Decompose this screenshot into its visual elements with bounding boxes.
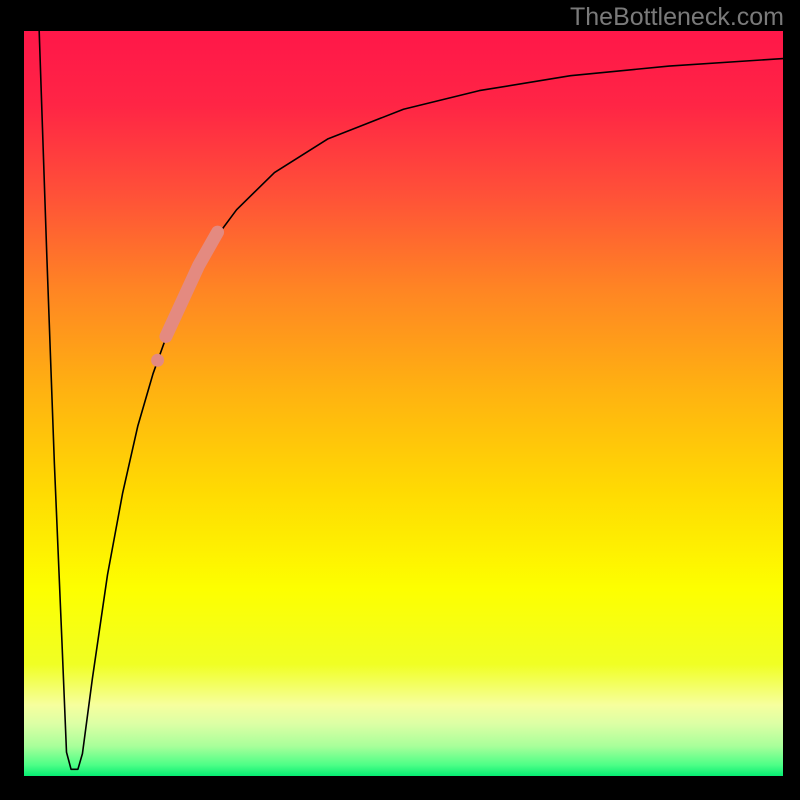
highlight-dot — [151, 354, 164, 367]
watermark-text: TheBottleneck.com — [570, 3, 784, 32]
chart-root: TheBottleneck.com — [0, 0, 800, 800]
chart-background-gradient — [24, 31, 783, 776]
bottleneck-curve-chart — [0, 0, 800, 800]
